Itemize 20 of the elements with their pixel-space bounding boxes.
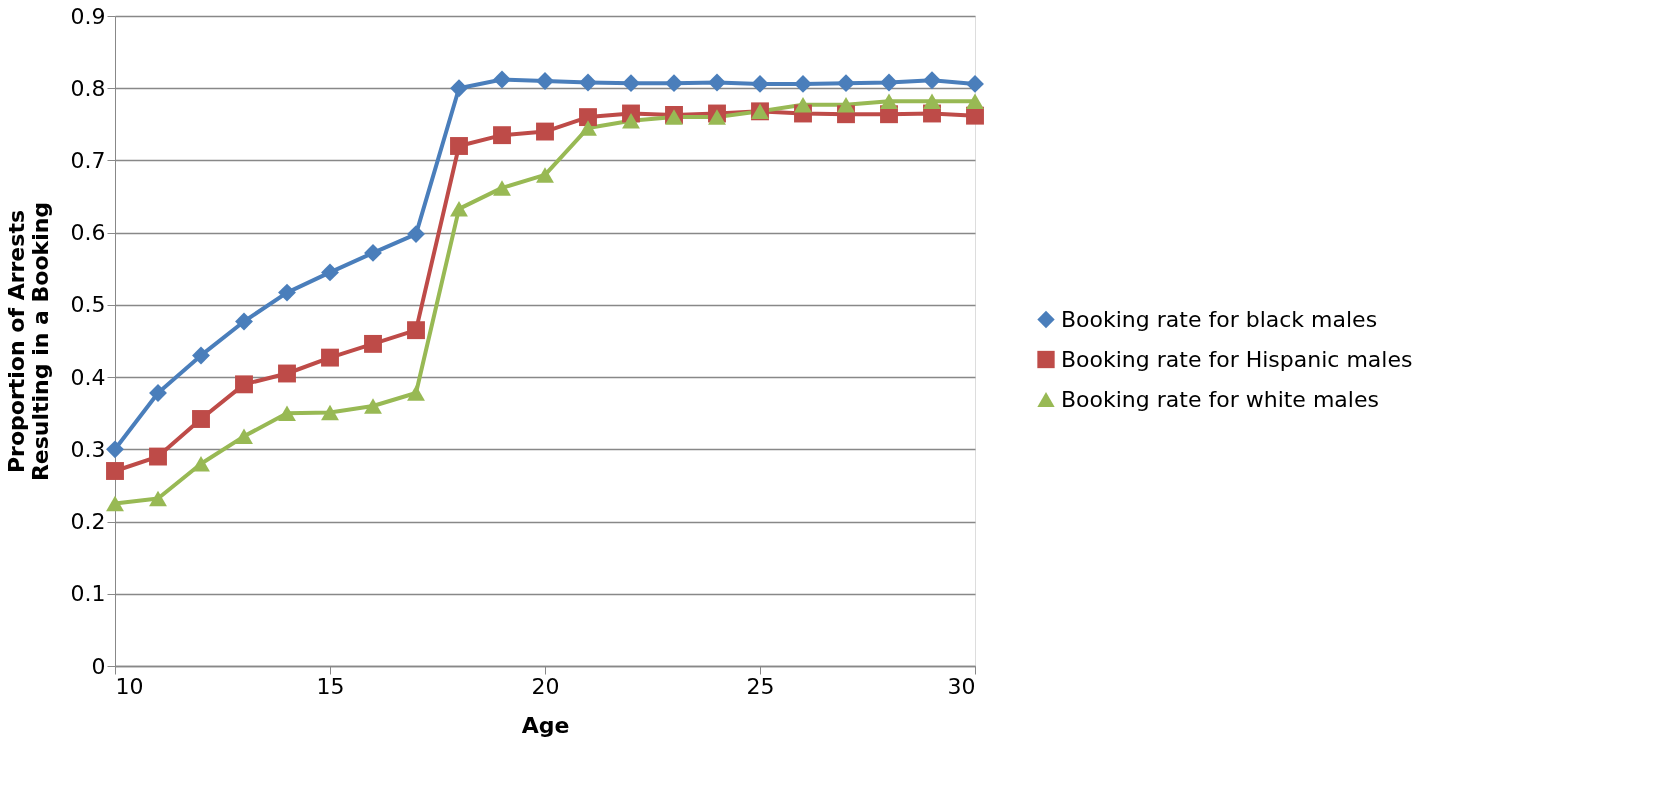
y-tick-label: 0.3 [70,436,106,462]
legend-label: Booking rate for Hispanic males [1061,346,1413,372]
x-axis-title: Age [521,712,570,738]
x-tick-label: 10 [115,673,144,699]
y-tick-label: 0 [91,653,106,679]
legend-label: Booking rate for black males [1061,306,1378,332]
y-tick-label: 0.6 [70,220,106,246]
x-tick-label: 30 [947,673,976,699]
x-tick-label: 25 [746,673,775,699]
legend-label: Booking rate for white males [1061,386,1379,412]
y-tick-label: 0.5 [70,292,106,318]
y-tick-label: 0.2 [70,509,106,535]
y-tick-label: 0.4 [70,364,106,390]
y-tick-label: 0.8 [70,75,106,101]
x-tick-label: 15 [316,673,345,699]
y-tick-label: 0.9 [70,3,106,29]
y-tick-label: 0.1 [70,581,106,607]
y-axis-title: Proportion of Arrests Resulting in a Booking [3,201,53,482]
x-tick-label: 20 [531,673,560,699]
y-tick-label: 0.7 [70,147,106,173]
